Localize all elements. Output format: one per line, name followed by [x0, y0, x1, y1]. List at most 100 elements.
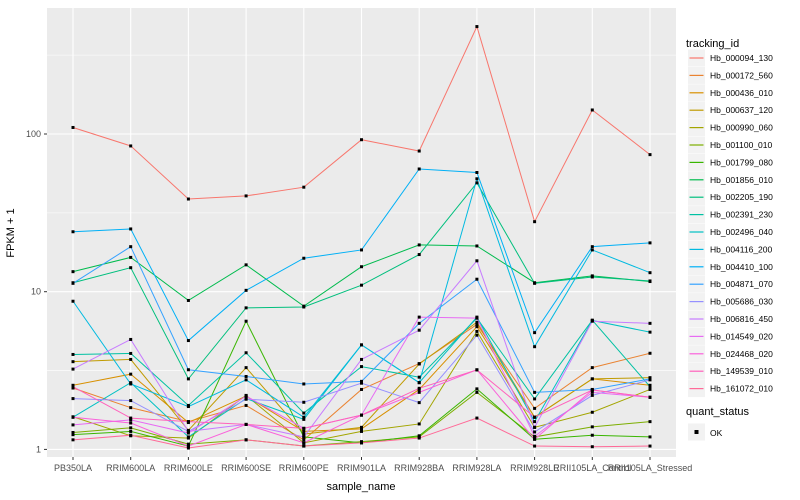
data-point [302, 382, 306, 386]
data-point [244, 378, 248, 382]
data-point [129, 372, 133, 376]
data-point [648, 395, 652, 399]
data-point [360, 387, 363, 391]
data-point [590, 245, 594, 249]
data-point [186, 442, 190, 446]
legend-label: Hb_002496_040 [710, 227, 773, 237]
y-tick-label: 100 [26, 129, 41, 139]
data-point [360, 429, 363, 433]
quant-status-ok-label: OK [710, 428, 723, 438]
data-point [302, 400, 306, 404]
data-point [475, 25, 479, 29]
data-point [475, 316, 479, 320]
data-point [129, 416, 133, 420]
data-point [417, 386, 421, 390]
legend-tracking-id: Hb_000094_130 Hb_000172_560 Hb_000436_010 H… [688, 49, 773, 441]
data-point [244, 288, 248, 292]
data-point [417, 375, 421, 379]
data-point [302, 438, 306, 442]
data-point [475, 320, 479, 324]
data-point [475, 329, 479, 333]
legend-label: Hb_004410_100 [710, 262, 773, 272]
x-tick-label: RRIM928LA [452, 463, 501, 473]
data-point [71, 415, 75, 419]
x-tick-label: RRIM928BA [394, 463, 444, 473]
data-point [129, 266, 133, 270]
data-point [648, 387, 652, 391]
legend-title-quant-status: quant_status [686, 406, 749, 418]
data-point [186, 444, 190, 448]
data-point [475, 390, 479, 394]
data-point [186, 339, 190, 343]
legend-label: Hb_001100_010 [710, 140, 773, 150]
data-point [648, 271, 652, 275]
data-point [71, 230, 75, 234]
data-point [302, 305, 306, 309]
data-point [648, 241, 652, 245]
data-point [475, 277, 479, 281]
data-point [129, 351, 133, 355]
data-point [533, 331, 537, 335]
legend-label: Hb_024468_020 [710, 349, 773, 359]
data-point [244, 263, 248, 267]
x-tick-label: RRIM600PE [279, 463, 329, 473]
data-point [417, 390, 421, 394]
legend-label: Hb_002205_190 [710, 192, 773, 202]
data-point [129, 418, 133, 422]
data-point [590, 108, 594, 112]
x-tick-label: RRIM928LE [510, 463, 559, 473]
legend-label: Hb_001799_080 [710, 157, 773, 167]
legend-label: Hb_000172_560 [710, 70, 773, 80]
data-point [533, 415, 537, 419]
legend-label: Hb_000990_060 [710, 123, 773, 133]
data-point [360, 357, 363, 361]
y-tick-label: 10 [31, 287, 41, 297]
x-tick-label: RRIM600LA [106, 463, 155, 473]
data-point [71, 433, 75, 437]
data-point [186, 298, 190, 302]
data-point [417, 328, 421, 332]
data-point [475, 322, 479, 326]
y-tick-label: 1 [36, 444, 41, 454]
x-tick-label: PB350LA [54, 463, 92, 473]
data-point [533, 390, 537, 394]
x-axis-title: sample_name [326, 481, 395, 493]
data-point [590, 393, 594, 397]
data-point [590, 275, 594, 279]
data-point [533, 345, 537, 349]
legend-label: Hb_004116_200 [710, 244, 773, 254]
data-point [533, 420, 537, 424]
data-point [302, 411, 306, 415]
data-point [71, 125, 75, 129]
data-point [244, 306, 248, 310]
data-point [129, 406, 133, 410]
data-point [648, 444, 652, 448]
data-point [71, 397, 75, 401]
data-point [244, 438, 248, 442]
data-point [417, 253, 421, 257]
data-point [533, 425, 537, 429]
legend-label: Hb_014549_020 [710, 331, 773, 341]
data-point [417, 401, 421, 405]
legend-label: Hb_001856_010 [710, 175, 773, 185]
data-point [533, 281, 537, 285]
data-point [533, 437, 537, 441]
data-point [360, 283, 363, 287]
data-point [71, 270, 75, 274]
legend-label: Hb_161072_010 [710, 384, 773, 394]
data-point [590, 388, 594, 392]
data-point [244, 394, 248, 398]
data-point [186, 197, 190, 201]
data-point [244, 422, 248, 426]
legend-label: Hb_006816_450 [710, 314, 773, 324]
data-point [244, 351, 248, 355]
data-point [129, 227, 133, 231]
data-point [302, 426, 306, 430]
legend-label: Hb_004871_070 [710, 279, 773, 289]
data-point [302, 415, 306, 419]
data-point [360, 138, 363, 142]
data-point [417, 243, 421, 247]
data-point [129, 399, 133, 403]
data-point [186, 429, 190, 433]
